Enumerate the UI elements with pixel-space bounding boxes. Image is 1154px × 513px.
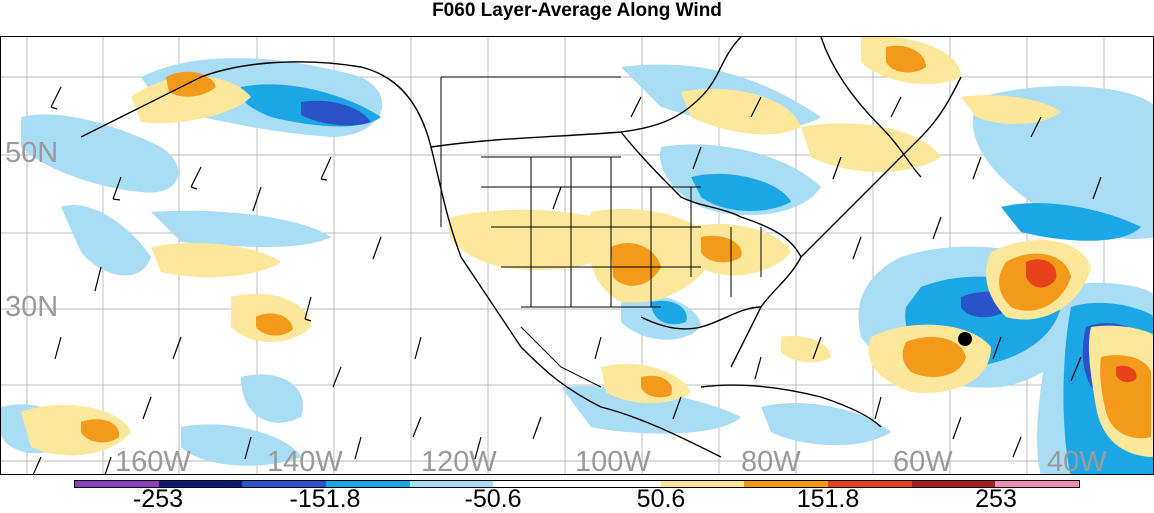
lon-label-120w: 120W <box>421 446 497 475</box>
storm-center-marker <box>958 332 972 346</box>
colorbar-swatch <box>493 481 578 487</box>
colorbar-label: 151.8 <box>796 485 860 513</box>
lon-label-40w: 40W <box>1047 446 1107 475</box>
colorbar-swatch <box>744 481 829 487</box>
colorbar-swatch <box>409 481 494 487</box>
colorbar-swatch <box>660 481 745 487</box>
political-borders <box>440 76 762 388</box>
colorbar-swatch <box>911 481 996 487</box>
map-canvas <box>1 37 1153 474</box>
colorbar-swatch <box>158 481 243 487</box>
wind-barbs <box>32 86 1102 474</box>
map-panel: 50N 30N 160W 140W 120W 100W 80W 60W 40W <box>0 36 1154 475</box>
lon-label-140w: 140W <box>267 446 343 475</box>
lon-label-160w: 160W <box>115 446 191 475</box>
colorbar <box>74 480 1080 488</box>
colorbar-label: 50.6 <box>636 485 686 513</box>
colorbar-swatch <box>326 481 410 487</box>
colorbar-swatch <box>577 481 661 487</box>
colorbar-swatch <box>242 481 327 487</box>
colorbar-swatch <box>828 481 912 487</box>
colorbar-swatch <box>75 481 159 487</box>
colorbar-swatch <box>995 481 1080 487</box>
lat-label-50n: 50N <box>5 137 59 169</box>
colorbar-label: 253 <box>975 485 1017 513</box>
lon-label-80w: 80W <box>741 446 801 475</box>
colorbar-label: -50.6 <box>464 485 522 513</box>
lon-label-60w: 60W <box>893 446 953 475</box>
lat-label-30n: 30N <box>5 291 59 323</box>
colorbar-label: -151.8 <box>289 485 361 513</box>
lon-label-100w: 100W <box>575 446 651 475</box>
map-title: F060 Layer-Average Along Wind <box>432 0 722 21</box>
colorbar-label: -253 <box>132 485 184 513</box>
shading-red <box>1026 259 1137 383</box>
